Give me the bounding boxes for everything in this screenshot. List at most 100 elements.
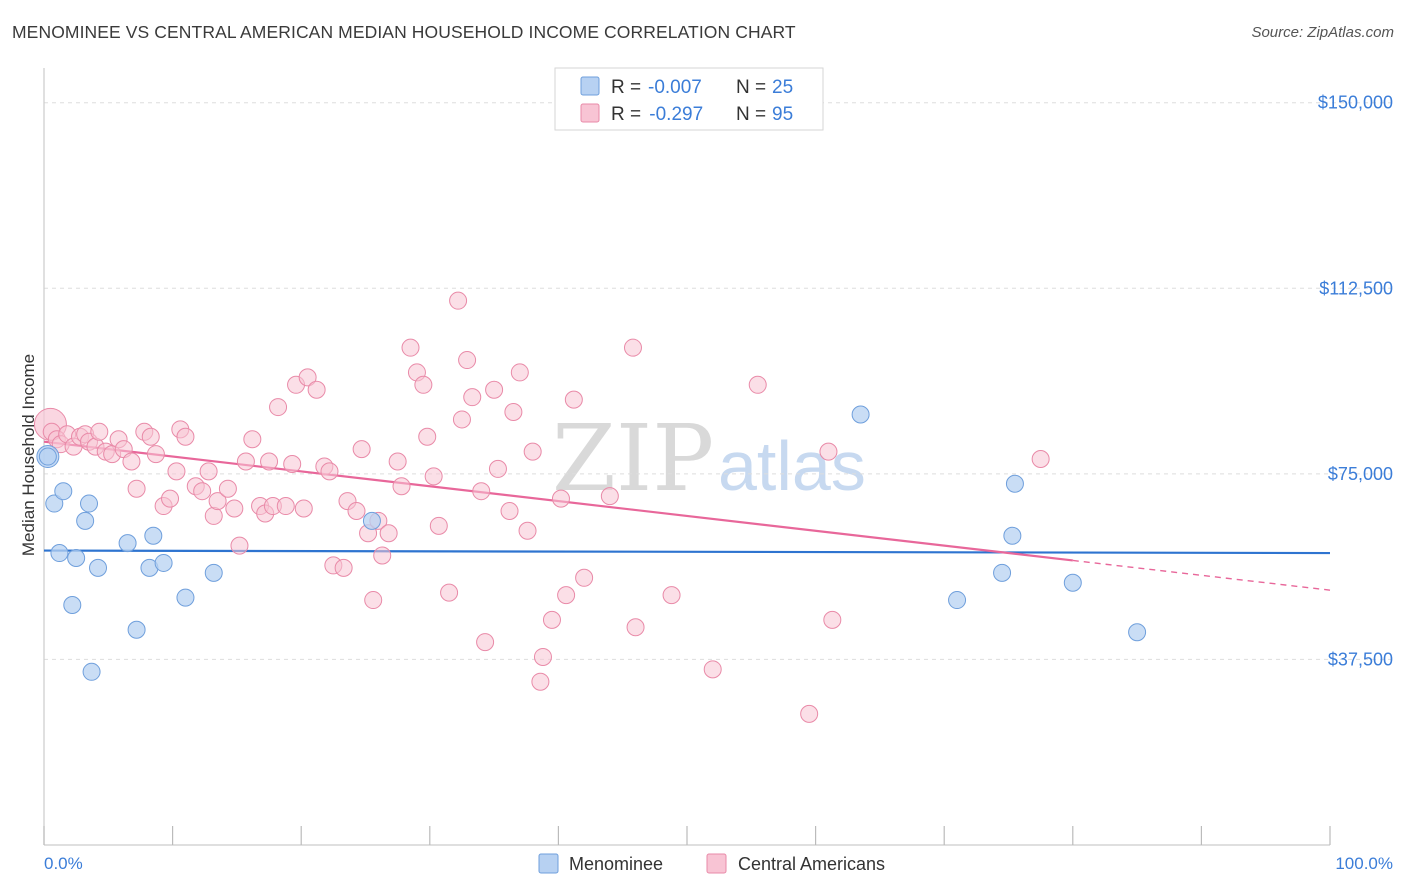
y-axis-label: Median Household Income bbox=[19, 354, 38, 556]
point-central-americans-30 bbox=[225, 499, 244, 518]
x-tick-labels: 0.0% 100.0% bbox=[44, 854, 1393, 873]
legend-r-label-1: R = bbox=[611, 104, 641, 125]
point-central-americans-55 bbox=[373, 546, 392, 565]
point-menominee-4 bbox=[63, 596, 82, 615]
point-central-americans-38 bbox=[269, 398, 288, 417]
point-central-americans-72 bbox=[485, 380, 504, 399]
point-central-americans-66 bbox=[449, 291, 468, 310]
point-central-americans-29 bbox=[218, 479, 237, 498]
bottom-legend-swatch-menominee bbox=[538, 853, 559, 874]
point-menominee-18 bbox=[851, 405, 870, 424]
point-central-americans-90 bbox=[703, 660, 722, 679]
point-central-americans-42 bbox=[294, 499, 313, 518]
y-tick-label-2: $112,500 bbox=[1319, 278, 1393, 298]
legend-n-label-0: N = bbox=[736, 77, 766, 98]
point-central-americans-50 bbox=[347, 501, 366, 520]
point-central-americans-95 bbox=[1031, 450, 1050, 469]
legend-swatch-menominee bbox=[580, 76, 600, 96]
point-central-americans-25 bbox=[193, 482, 212, 501]
point-central-americans-80 bbox=[531, 672, 550, 691]
point-menominee-19 bbox=[948, 591, 967, 610]
point-central-americans-39 bbox=[276, 497, 295, 516]
point-central-americans-48 bbox=[334, 558, 353, 577]
point-central-americans-58 bbox=[392, 477, 411, 496]
point-central-americans-84 bbox=[564, 390, 583, 409]
point-central-americans-67 bbox=[452, 410, 471, 429]
point-central-americans-59 bbox=[401, 338, 420, 357]
point-central-americans-56 bbox=[379, 524, 398, 543]
point-central-americans-93 bbox=[819, 442, 838, 461]
point-menominee-7 bbox=[80, 494, 99, 513]
point-central-americans-83 bbox=[557, 586, 576, 605]
point-central-americans-36 bbox=[260, 452, 279, 471]
point-central-americans-87 bbox=[623, 338, 642, 357]
point-menominee-2 bbox=[50, 544, 69, 563]
point-menominee-9 bbox=[89, 558, 108, 577]
point-central-americans-71 bbox=[476, 633, 495, 652]
point-menominee-6 bbox=[76, 511, 95, 530]
data-points bbox=[33, 291, 1147, 723]
point-menominee-3 bbox=[54, 482, 73, 501]
point-central-americans-74 bbox=[500, 501, 519, 520]
point-central-americans-43 bbox=[298, 368, 317, 387]
legend-swatch-central-americans bbox=[580, 103, 600, 123]
bottom-legend-swatch-central-americans bbox=[706, 853, 727, 874]
legend-n-value-0: 25 bbox=[772, 77, 793, 98]
point-central-americans-92 bbox=[800, 704, 819, 723]
point-central-americans-23 bbox=[176, 427, 195, 446]
point-central-americans-73 bbox=[488, 459, 507, 478]
point-menominee-1 bbox=[45, 494, 64, 513]
watermark-atlas: atlas bbox=[718, 427, 866, 505]
point-central-americans-85 bbox=[575, 568, 594, 587]
point-menominee-21 bbox=[1005, 474, 1024, 493]
point-menominee-15 bbox=[176, 588, 195, 607]
point-central-americans-20 bbox=[161, 489, 180, 508]
y-tick-label-1: $75,000 bbox=[1328, 464, 1393, 484]
chart-source: Source: ZipAtlas.com bbox=[1251, 24, 1394, 41]
point-central-americans-14 bbox=[122, 452, 141, 471]
point-central-americans-75 bbox=[504, 403, 523, 422]
point-central-americans-81 bbox=[542, 610, 561, 629]
point-menominee-0 bbox=[38, 447, 57, 466]
point-central-americans-51 bbox=[352, 440, 371, 459]
point-menominee-11 bbox=[127, 620, 146, 639]
bottom-legend-menominee: Menominee bbox=[569, 854, 663, 874]
point-menominee-13 bbox=[144, 526, 163, 545]
point-central-americans-53 bbox=[364, 591, 383, 610]
point-menominee-5 bbox=[67, 548, 86, 567]
point-menominee-16 bbox=[204, 563, 223, 582]
point-central-americans-76 bbox=[510, 363, 529, 382]
point-central-americans-31 bbox=[230, 536, 249, 555]
trend-line-central-americans-extension bbox=[1072, 559, 1331, 591]
legend-r-label-0: R = bbox=[611, 77, 641, 98]
point-central-americans-44 bbox=[307, 380, 326, 399]
point-central-americans-33 bbox=[243, 430, 262, 449]
point-central-americans-77 bbox=[518, 521, 537, 540]
legend-r-value-0: -0.007 bbox=[648, 77, 702, 98]
point-central-americans-79 bbox=[533, 647, 552, 666]
point-central-americans-26 bbox=[199, 462, 218, 481]
point-menominee-22 bbox=[1003, 526, 1022, 545]
point-central-americans-57 bbox=[388, 452, 407, 471]
point-menominee-14 bbox=[154, 553, 173, 572]
point-central-americans-32 bbox=[236, 452, 255, 471]
legend-n-value-1: 95 bbox=[772, 104, 793, 125]
point-central-americans-89 bbox=[662, 586, 681, 605]
x-tick-label-0: 0.0% bbox=[44, 854, 83, 873]
point-central-americans-64 bbox=[429, 516, 448, 535]
point-central-americans-94 bbox=[823, 610, 842, 629]
point-central-americans-70 bbox=[472, 482, 491, 501]
point-menominee-17 bbox=[362, 511, 381, 530]
grid-lines bbox=[44, 102, 1395, 660]
point-menominee-10 bbox=[118, 534, 137, 553]
legend-n-label-1: N = bbox=[736, 104, 766, 125]
point-central-americans-69 bbox=[463, 388, 482, 407]
point-central-americans-27 bbox=[204, 506, 223, 525]
point-central-americans-28 bbox=[208, 492, 227, 511]
point-central-americans-62 bbox=[418, 427, 437, 446]
legend-box: R = -0.007 N = 25 R = -0.297 N = 95 bbox=[554, 67, 824, 131]
y-tick-label-3: $150,000 bbox=[1318, 93, 1393, 113]
trend-line-menominee bbox=[43, 549, 1331, 555]
y-tick-label-0: $37,500 bbox=[1328, 649, 1393, 669]
